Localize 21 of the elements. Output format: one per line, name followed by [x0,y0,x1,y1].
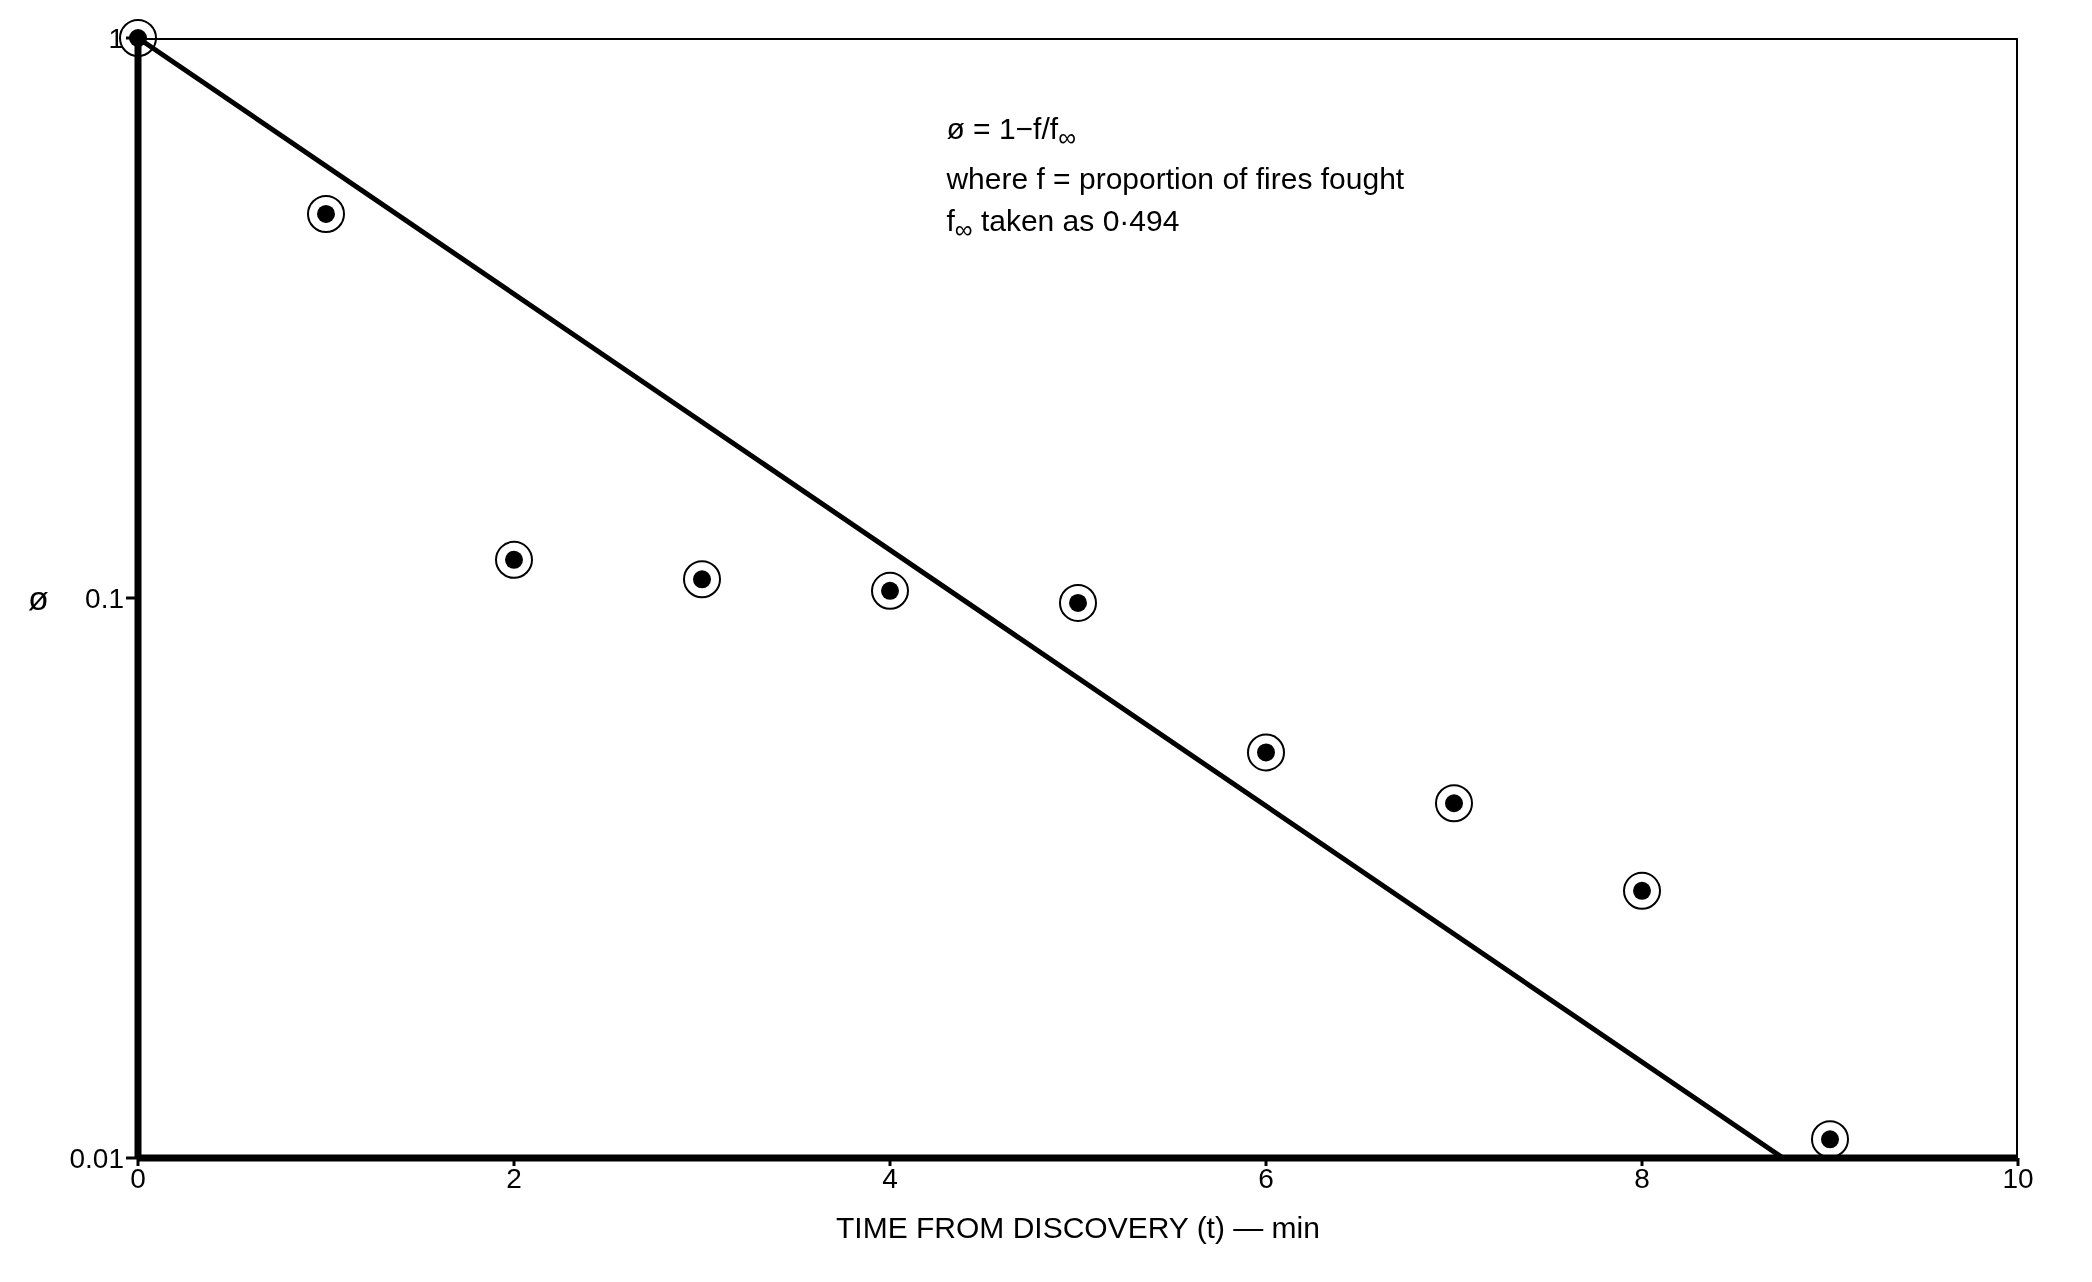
point [1247,733,1285,772]
point [1435,784,1473,823]
y-axis-title: ø [28,579,49,618]
point [1059,583,1097,622]
x-tick-label: 2 [506,1162,522,1194]
point [495,540,533,579]
x-axis-title: TIME FROM DISCOVERY (t) — min [836,1211,1320,1244]
x-tick-label: 4 [882,1162,898,1194]
annotation: where f = proportion of fires fought [946,161,1405,197]
annotation: f$_{∞}$ taken as 0·494 [946,203,1181,245]
y-tick-label: 0.01 [69,1142,124,1174]
x-tick-label: 6 [1258,1162,1274,1194]
point [307,194,345,233]
y-tick-label: 0.1 [85,582,124,614]
x-tick-label: 8 [1634,1162,1650,1194]
x-tick-label: 0 [130,1162,146,1194]
annotation: ø = 1−f/f$_{∞}$ [946,111,1077,153]
point [1623,871,1661,910]
point [871,571,909,610]
x-tick-label: 10 [2002,1162,2034,1194]
point [683,560,721,599]
